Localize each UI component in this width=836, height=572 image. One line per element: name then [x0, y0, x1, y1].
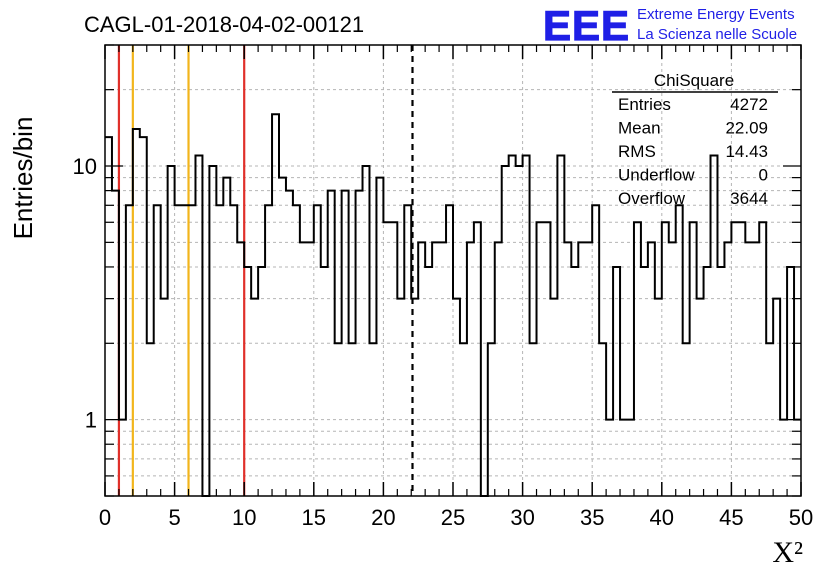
stats-label: Overflow [618, 189, 686, 208]
x-axis-title: X² [772, 536, 803, 569]
x-tick-label: 5 [168, 505, 180, 530]
x-tick-label: 25 [441, 505, 465, 530]
tick-labels: 0 5 10 15 20 25 30 35 40 45 50 1 10 [73, 154, 814, 530]
x-tick-label: 20 [371, 505, 395, 530]
x-tick-label: 50 [789, 505, 813, 530]
stats-title: ChiSquare [654, 71, 734, 90]
stats-label: RMS [618, 142, 656, 161]
logo-line-2: La Scienza nelle Scuole [637, 26, 797, 43]
stats-value: 0 [759, 166, 768, 185]
x-tick-label: 40 [650, 505, 674, 530]
axis-ticks [104, 44, 802, 497]
y-tick-label: 1 [85, 408, 97, 433]
y-tick-label: 10 [73, 154, 97, 179]
histogram-line [105, 113, 801, 497]
x-tick-label: 35 [580, 505, 604, 530]
stats-label: Underflow [618, 166, 695, 185]
stats-value: 22.09 [725, 119, 768, 138]
x-tick-label: 30 [510, 505, 534, 530]
stats-value: 3644 [730, 189, 768, 208]
stats-label: Mean [618, 119, 661, 138]
x-tick-label: 15 [302, 505, 326, 530]
stats-box: ChiSquare Entries 4272 Mean 22.09 RMS 14.43 Un… [612, 71, 778, 208]
stats-value: 14.43 [725, 142, 768, 161]
x-tick-label: 45 [719, 505, 743, 530]
stats-label: Entries [618, 95, 671, 114]
x-tick-label: 10 [232, 505, 256, 530]
eee-logo: EEE Extreme Energy Events La Scienza nel… [542, 1, 797, 49]
y-axis-title: Entries/bin [8, 117, 38, 240]
stats-rows: Entries 4272 Mean 22.09 RMS 14.43 Underflow 0 Ov… [618, 95, 768, 208]
stats-value: 4272 [730, 95, 768, 114]
x-tick-label: 0 [99, 505, 111, 530]
chart-title: CAGL-01-2018-04-02-00121 [84, 12, 364, 37]
reference-lines [117, 45, 414, 496]
logo-letters: EEE [543, 2, 630, 49]
logo-line-1: Extreme Energy Events [637, 6, 795, 23]
